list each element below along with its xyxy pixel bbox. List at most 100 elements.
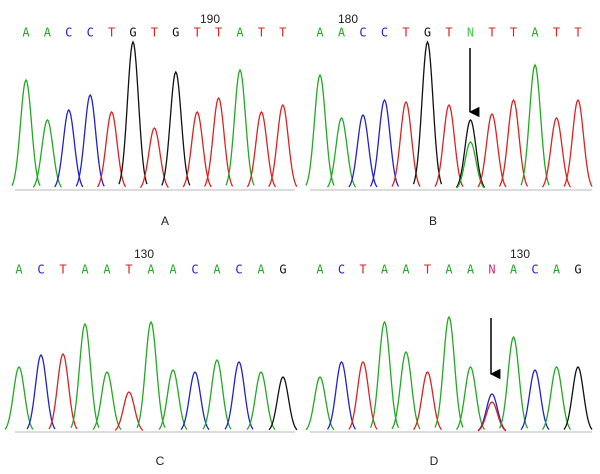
trace-peak [326, 361, 357, 430]
trace-peak [563, 366, 593, 430]
trace-peak [139, 127, 169, 188]
trace-peak [520, 369, 550, 430]
base-call: T [359, 263, 366, 277]
trace-peak [75, 93, 105, 187]
base-call: C [359, 26, 366, 40]
base-call: A [257, 263, 265, 277]
base-call: A [15, 263, 23, 277]
position-number: 190 [200, 12, 220, 26]
trace-peak [498, 98, 529, 187]
base-call: G [424, 26, 431, 40]
base-call: T [59, 263, 66, 277]
base-call: N [488, 263, 495, 277]
trace-peak [26, 353, 56, 430]
base-call: C [381, 26, 388, 40]
trace-peak [158, 369, 188, 430]
base-call: T [402, 26, 409, 40]
trace-peak [204, 96, 234, 187]
base-call: A [236, 26, 244, 40]
base-call: G [574, 263, 581, 277]
trace-peak [412, 371, 443, 430]
trace-peak [391, 100, 421, 187]
base-call: A [81, 263, 89, 277]
trace-peak [32, 119, 62, 188]
base-call: A [467, 263, 475, 277]
trace-peak [224, 361, 254, 430]
trace-peak [477, 112, 507, 188]
base-call: A [22, 26, 30, 40]
base-call: T [108, 26, 115, 40]
base-call: T [488, 26, 495, 40]
trace-peak [97, 110, 127, 188]
base-call: A [553, 263, 561, 277]
trace-peak [182, 110, 212, 188]
trace-peak [268, 376, 298, 431]
base-call: C [65, 26, 72, 40]
base-call: G [279, 263, 286, 277]
position-number: 130 [510, 247, 530, 261]
base-call: G [129, 26, 136, 40]
base-call: C [37, 263, 44, 277]
base-call: T [125, 263, 132, 277]
trace-peak [412, 40, 443, 185]
trace-peak [225, 68, 255, 186]
position-number: 180 [338, 12, 358, 26]
trace-peak [305, 376, 335, 431]
base-call: A [531, 26, 539, 40]
base-call: A [147, 263, 155, 277]
base-call: A [381, 263, 389, 277]
trace-peak [391, 350, 421, 430]
trace-peak [348, 361, 378, 430]
base-call: T [424, 263, 431, 277]
base-call: A [213, 263, 221, 277]
trace-peak [434, 103, 464, 188]
base-call: G [172, 26, 179, 40]
trace-peak [118, 40, 148, 185]
panel-label: C [156, 454, 165, 468]
base-call: T [279, 26, 286, 40]
trace-peak [369, 320, 400, 428]
base-call: C [338, 263, 345, 277]
trace-peak [305, 73, 335, 186]
panel-label: B [429, 214, 437, 228]
trace-peak [541, 366, 572, 430]
base-call: T [510, 26, 517, 40]
base-call: A [402, 263, 410, 277]
trace-peak [348, 113, 378, 188]
base-call: T [445, 26, 452, 40]
base-call: C [235, 263, 242, 277]
trace-peak [180, 371, 210, 430]
base-call: T [194, 26, 201, 40]
base-call: T [574, 26, 581, 40]
base-call: T [258, 26, 265, 40]
base-call: C [87, 26, 94, 40]
trace-peak [520, 63, 550, 186]
position-number: 130 [134, 247, 154, 261]
base-call: A [316, 263, 324, 277]
base-call: C [191, 263, 198, 277]
trace-peak [477, 401, 507, 432]
base-call: A [169, 263, 177, 277]
trace-peak [246, 371, 276, 430]
base-call: A [445, 263, 453, 277]
trace-peak [563, 98, 593, 187]
base-call: N [467, 26, 474, 40]
base-call: T [215, 26, 222, 40]
trace-peak [455, 119, 486, 188]
base-call: A [44, 26, 52, 40]
panel-label: D [430, 454, 439, 468]
trace-peak [202, 358, 232, 430]
trace-peak [136, 320, 166, 428]
trace-peak [498, 335, 529, 429]
trace-peak [455, 366, 486, 430]
base-call: T [553, 26, 560, 40]
trace-peak [48, 352, 78, 430]
base-call: C [531, 263, 538, 277]
trace-peak [541, 116, 572, 188]
base-call: A [510, 263, 518, 277]
base-call: A [103, 263, 111, 277]
trace-peak [369, 98, 400, 187]
panel-label: A [161, 214, 169, 228]
trace-peak [54, 108, 84, 188]
